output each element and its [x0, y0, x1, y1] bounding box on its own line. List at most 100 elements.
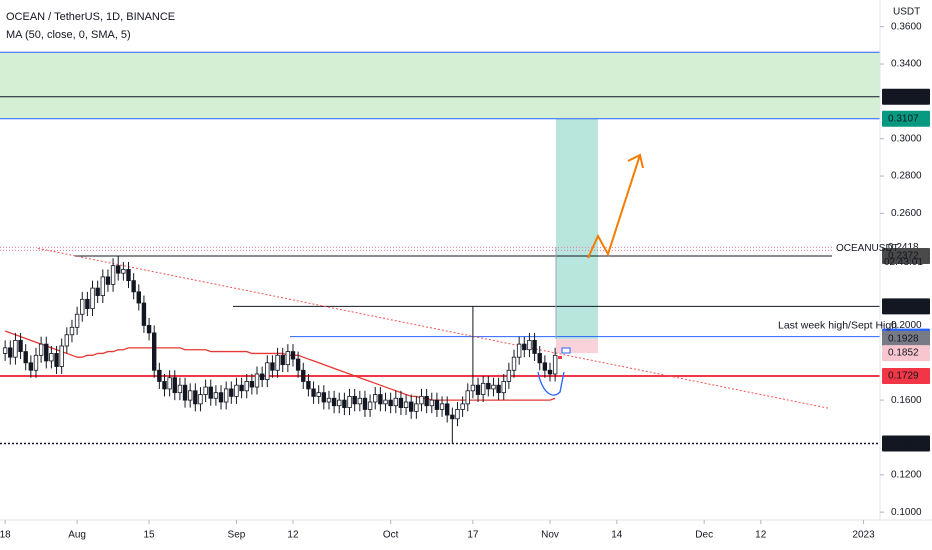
- candle-body: [460, 403, 465, 410]
- candle-body: [136, 291, 141, 304]
- candle-body: [218, 392, 224, 403]
- candle-body: [131, 280, 136, 293]
- candle-body: [59, 345, 64, 367]
- price-label: 0.2372: [888, 251, 919, 262]
- candle-body: [100, 276, 106, 296]
- candle-body: [429, 399, 434, 407]
- candle-body: [259, 373, 265, 380]
- candle-body: [208, 386, 213, 399]
- x-tick-label: 12: [755, 530, 767, 541]
- x-tick-label: Oct: [383, 530, 399, 541]
- candle-body: [311, 388, 316, 397]
- candle-body: [439, 403, 445, 410]
- annotation: Last week high/Sept High: [778, 319, 897, 331]
- price-label: 0.1852: [888, 348, 919, 359]
- x-tick-label: 12: [287, 530, 299, 541]
- x-tick-label: 18: [0, 530, 11, 541]
- candle-body: [496, 384, 501, 394]
- x-tick-label: Sep: [228, 530, 246, 541]
- y-tick-label: 0.3600: [891, 21, 922, 32]
- candle-body: [486, 382, 491, 390]
- candle-body: [193, 390, 198, 405]
- candle-body: [275, 354, 280, 371]
- candle-body: [465, 390, 470, 405]
- candle-body: [167, 377, 172, 390]
- candle-body: [475, 384, 481, 395]
- candle-body: [229, 388, 234, 397]
- candle-body: [280, 354, 285, 366]
- arrow-head: [627, 153, 644, 169]
- price-label: 0.3225: [888, 91, 919, 102]
- candle-body: [244, 381, 249, 392]
- ma-line: [4, 330, 556, 401]
- candle-body: [337, 399, 342, 407]
- candle-body: [198, 394, 203, 405]
- candle-body: [285, 351, 291, 366]
- candle-body: [419, 395, 424, 405]
- candle-body: [85, 298, 90, 310]
- y-tick-label: 0.1600: [891, 395, 922, 406]
- candle-body: [8, 347, 13, 358]
- projection-arrow: [587, 154, 641, 259]
- y-tick-label: 0.2600: [891, 208, 922, 219]
- candle-body: [90, 287, 95, 310]
- price-label-box: [882, 345, 930, 362]
- candle-body: [203, 386, 208, 395]
- candle-body: [18, 339, 23, 352]
- candle-body: [367, 401, 373, 410]
- candle-body: [470, 384, 476, 392]
- candle-body: [223, 388, 229, 403]
- candle-body: [38, 343, 44, 356]
- price-label-box: [882, 368, 930, 385]
- candle-body: [552, 354, 558, 375]
- plot: [0, 51, 880, 445]
- candle-body: [378, 394, 383, 405]
- indicator-label: MA (50, close, 0, SMA, 5): [6, 29, 131, 41]
- x-tick-label: 15: [144, 530, 156, 541]
- candle-body: [265, 362, 270, 380]
- candle-body: [450, 414, 455, 420]
- pattern-curve: [537, 371, 565, 396]
- price-label-box: [882, 435, 930, 452]
- candle-body: [434, 399, 440, 410]
- candle-body: [357, 397, 363, 405]
- price-label: 0.1729: [888, 371, 919, 382]
- price-label-box: [882, 247, 930, 264]
- candle-body: [306, 381, 311, 390]
- symbol-label: OCEANUSDT: [836, 243, 899, 254]
- candle-body: [157, 369, 162, 382]
- candle-body: [95, 287, 100, 296]
- x-tick-label: 14: [611, 530, 623, 541]
- candle-body: [177, 384, 183, 394]
- candle-body: [213, 392, 219, 399]
- candle-body: [326, 397, 332, 403]
- y-tick-label: 0.2000: [891, 320, 922, 331]
- candle-body: [455, 409, 460, 420]
- candle-body: [403, 401, 409, 408]
- candle-body: [44, 343, 49, 362]
- candle-body: [146, 325, 152, 334]
- x-tick-label: Nov: [541, 530, 559, 541]
- price-label: 0.1368: [888, 438, 919, 449]
- price-label-box: [882, 88, 930, 105]
- supply-zone: [0, 52, 880, 119]
- candle-body: [342, 399, 347, 408]
- candle-body: [491, 384, 496, 390]
- price-label: 0.1928: [888, 334, 919, 345]
- candle-body: [347, 395, 352, 408]
- candle-body: [362, 397, 368, 410]
- x-tick-label: 2023: [852, 530, 875, 541]
- candle-body: [74, 313, 80, 328]
- candle-body: [254, 373, 260, 388]
- trend-line: [37, 247, 831, 410]
- candle-body: [2, 347, 8, 354]
- candle-body: [141, 302, 147, 326]
- candle-body: [33, 354, 39, 371]
- candle-body: [522, 343, 527, 351]
- candle-body: [388, 399, 393, 407]
- candle-body: [537, 353, 542, 364]
- price-label-box: [882, 330, 930, 347]
- candle-body: [187, 390, 193, 401]
- candle-body: [239, 384, 244, 392]
